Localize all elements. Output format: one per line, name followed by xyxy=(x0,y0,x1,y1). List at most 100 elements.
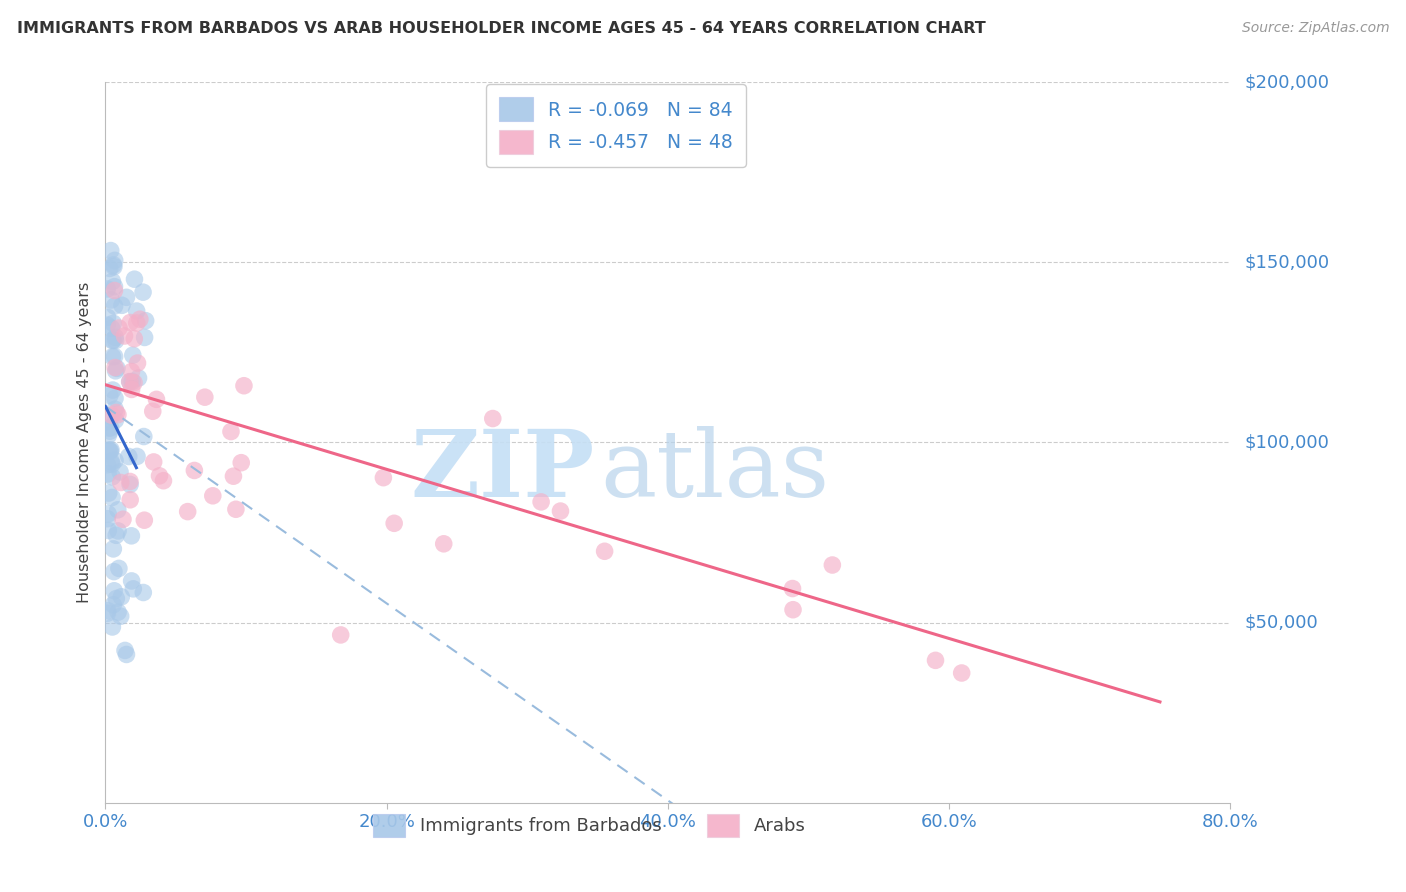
Point xyxy=(103,258,125,272)
Point xyxy=(103,284,125,298)
Point xyxy=(104,299,127,313)
Point xyxy=(101,350,124,364)
Point xyxy=(132,285,155,300)
Point xyxy=(97,524,120,538)
Point xyxy=(104,360,127,375)
Point xyxy=(222,469,245,483)
Point xyxy=(127,356,149,370)
Point xyxy=(120,529,142,543)
Point xyxy=(118,375,141,389)
Point xyxy=(329,628,352,642)
Point xyxy=(107,605,129,619)
Point xyxy=(103,316,125,330)
Point xyxy=(105,405,128,419)
Point xyxy=(101,491,124,505)
Point xyxy=(100,421,122,435)
Point xyxy=(101,620,124,634)
Text: $50,000: $50,000 xyxy=(1244,614,1317,632)
Text: $200,000: $200,000 xyxy=(1244,73,1329,91)
Point xyxy=(96,282,118,296)
Point xyxy=(98,261,121,276)
Point xyxy=(103,260,125,274)
Point xyxy=(122,376,145,390)
Point xyxy=(120,316,142,330)
Point xyxy=(225,502,247,516)
Point xyxy=(134,513,156,527)
Point xyxy=(176,505,198,519)
Point xyxy=(103,279,125,293)
Point xyxy=(96,310,118,325)
Text: ZIP: ZIP xyxy=(411,426,595,516)
Point xyxy=(100,293,122,307)
Point xyxy=(97,428,120,442)
Point xyxy=(121,348,143,362)
Point xyxy=(924,653,946,667)
Point xyxy=(104,453,127,467)
Point xyxy=(101,383,124,397)
Point xyxy=(98,424,121,438)
Point xyxy=(121,574,143,588)
Point xyxy=(125,304,148,318)
Point xyxy=(96,512,118,526)
Point xyxy=(100,321,122,335)
Point xyxy=(98,388,121,402)
Point xyxy=(101,275,124,289)
Point xyxy=(373,470,395,484)
Point xyxy=(194,390,217,404)
Point xyxy=(110,590,132,604)
Point xyxy=(108,321,131,335)
Point xyxy=(382,516,405,531)
Point xyxy=(101,334,124,348)
Point xyxy=(148,468,170,483)
Point xyxy=(104,364,127,378)
Point xyxy=(782,603,804,617)
Point xyxy=(122,582,145,596)
Point xyxy=(233,378,256,392)
Point xyxy=(96,458,118,472)
Point xyxy=(100,444,122,458)
Point xyxy=(110,475,132,490)
Point xyxy=(122,332,145,346)
Legend: Immigrants from Barbados, Arabs: Immigrants from Barbados, Arabs xyxy=(361,803,817,847)
Point xyxy=(152,474,174,488)
Point xyxy=(100,408,122,422)
Point xyxy=(128,312,150,326)
Point xyxy=(132,585,155,599)
Point xyxy=(201,489,224,503)
Point xyxy=(135,314,157,328)
Point xyxy=(111,512,134,526)
Point xyxy=(118,450,141,464)
Point xyxy=(108,465,131,479)
Point xyxy=(481,411,503,425)
Point xyxy=(101,457,124,471)
Point xyxy=(128,371,150,385)
Point xyxy=(115,290,138,304)
Point xyxy=(105,591,128,606)
Point xyxy=(101,470,124,484)
Point xyxy=(101,333,124,347)
Point xyxy=(132,429,155,443)
Point xyxy=(97,507,120,521)
Point xyxy=(142,455,165,469)
Text: $150,000: $150,000 xyxy=(1244,253,1329,271)
Point xyxy=(821,558,844,572)
Point xyxy=(97,486,120,500)
Point xyxy=(219,425,242,439)
Point xyxy=(108,561,131,575)
Point xyxy=(114,329,136,343)
Point xyxy=(782,582,804,596)
Point xyxy=(107,408,129,422)
Point xyxy=(104,350,127,364)
Point xyxy=(134,330,156,344)
Point xyxy=(96,318,118,332)
Point xyxy=(114,643,136,657)
Point xyxy=(550,504,572,518)
Text: IMMIGRANTS FROM BARBADOS VS ARAB HOUSEHOLDER INCOME AGES 45 - 64 YEARS CORRELATI: IMMIGRANTS FROM BARBADOS VS ARAB HOUSEHO… xyxy=(17,21,986,37)
Point xyxy=(103,541,125,556)
Point xyxy=(103,598,125,612)
Text: atlas: atlas xyxy=(600,426,830,516)
Point xyxy=(97,604,120,618)
Point xyxy=(104,413,127,427)
Point xyxy=(125,316,148,330)
Point xyxy=(97,421,120,435)
